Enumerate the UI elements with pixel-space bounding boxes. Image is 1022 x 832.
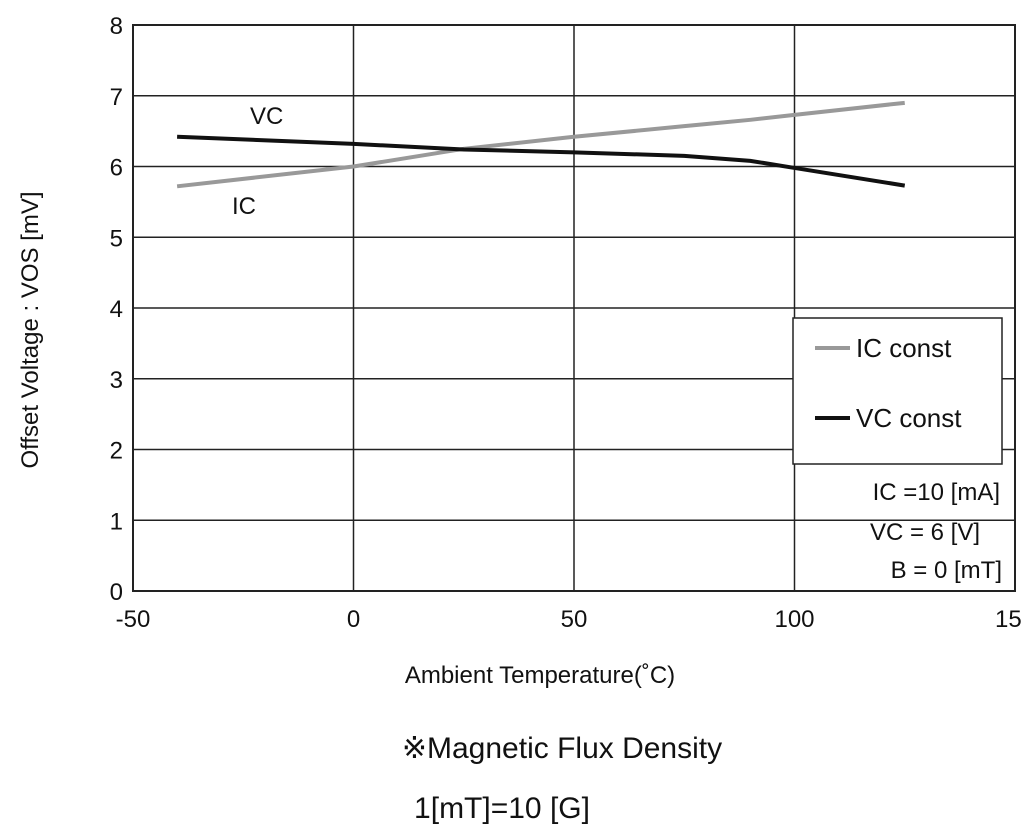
y-tick-label: 2	[110, 438, 123, 465]
annotation: VC	[250, 103, 283, 130]
x-axis-label: Ambient Temperature(˚C)	[405, 662, 675, 689]
y-tick-label: 5	[110, 225, 123, 252]
y-tick-label: 7	[110, 84, 123, 111]
series-line	[177, 134, 906, 188]
plot-frame	[132, 24, 1016, 592]
annotation: IC	[232, 193, 256, 220]
footnote: ※Magnetic Flux Density	[402, 732, 722, 765]
x-tick-label: 0	[347, 606, 360, 633]
x-tick-label: 100	[774, 606, 814, 633]
y-tick-label: 4	[110, 296, 123, 323]
legend-box	[792, 317, 1003, 465]
y-tick-label: 0	[110, 579, 123, 606]
x-tick-label: -50	[116, 606, 151, 633]
condition: B = 0 [mT]	[891, 557, 1002, 584]
y-tick-label: 8	[110, 13, 123, 40]
footnote: 1[mT]=10 [G]	[414, 792, 590, 825]
x-tick-label: 150	[995, 606, 1022, 633]
legend-label: VC const	[856, 403, 962, 433]
series-line	[176, 100, 905, 189]
y-tick-label: 6	[110, 155, 123, 182]
y-tick-label: 1	[110, 508, 123, 535]
y-tick-label: 3	[110, 367, 123, 394]
legend-label: IC const	[856, 333, 952, 363]
x-tick-label: 50	[561, 606, 588, 633]
condition: VC = 6 [V]	[870, 519, 980, 546]
y-axis-label: Offset Voltage : VOS [mV]	[17, 191, 44, 468]
condition: IC =10 [mA]	[873, 479, 1000, 506]
